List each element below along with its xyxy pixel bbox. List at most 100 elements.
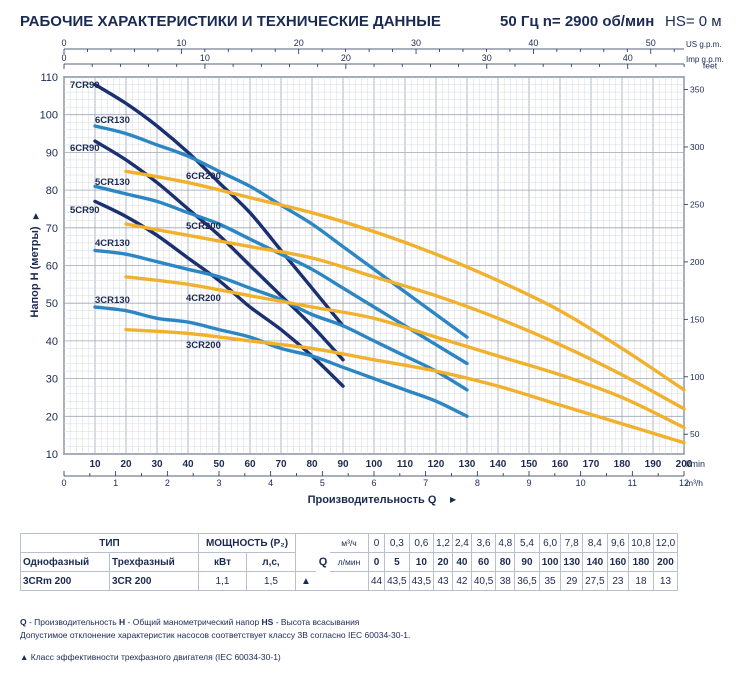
y-tick-label: 20: [46, 411, 58, 423]
x-lpm-tick-label: 200: [676, 459, 693, 470]
x-lpm-tick-label: 120: [428, 459, 445, 470]
m3h-tick-label: 2: [165, 478, 170, 488]
m3h-unit-label: m³/h: [686, 478, 703, 488]
x-lpm-tick-label: 30: [151, 459, 163, 470]
note-q-symbol: Q: [20, 617, 27, 627]
feet-tick-label: 50: [690, 429, 700, 439]
y-tick-label: 70: [46, 223, 58, 235]
usgpm-tick-label: 30: [411, 38, 421, 48]
y-tick-label: 110: [40, 72, 58, 84]
power-hp: 1,5: [245, 571, 297, 591]
series-label-5cr90: 5CR90: [70, 205, 100, 216]
m3h-value: 8,4: [582, 533, 608, 553]
usgpm-tick-label: 10: [176, 38, 186, 48]
x-lpm-tick-label: 10: [89, 459, 101, 470]
m3h-value: 7,8: [560, 533, 584, 553]
m3h-tick-label: 9: [526, 478, 531, 488]
performance-table: ТИП МОЩНОСТЬ (P₂) Q м³/ч 0 0,3 0,6 1,2 2…: [20, 533, 679, 591]
usgpm-tick-label: 0: [61, 38, 66, 48]
pump-curve-chart: 1020304050607080901001105010015020025030…: [29, 38, 724, 506]
impgpm-tick-label: 0: [61, 53, 66, 63]
series-curve-4cr200: [124, 275, 686, 430]
m3h-value: 0,3: [384, 533, 410, 553]
single-phase-header: Однофазный: [20, 552, 110, 572]
m3h-tick-label: 3: [216, 478, 221, 488]
x-axis-arrow-icon: ▶: [450, 495, 457, 504]
head-value: 27,5: [582, 571, 608, 591]
m3h-value: 10,8: [628, 533, 654, 553]
feet-tick-label: 300: [690, 142, 704, 152]
table-row: 3CRm 200 3CR 200 1,1 1,5 ▲ 44 43,5 43,5 …: [20, 571, 679, 591]
impgpm-tick-label: 20: [341, 53, 351, 63]
series-label-5cr200: 5CR200: [186, 221, 221, 232]
x-lpm-tick-label: 20: [120, 459, 132, 470]
m3h-tick-label: 10: [576, 478, 586, 488]
series-label-4cr130: 4CR130: [95, 238, 130, 249]
m3h-value: 0: [367, 533, 386, 553]
series-label-6cr130: 6CR130: [95, 115, 130, 126]
lmin-value: 60: [470, 552, 497, 572]
feet-tick-label: 200: [690, 257, 704, 267]
frequency-speed-label: 50 Гц n= 2900 об/мин: [500, 13, 655, 30]
impgpm-tick-label: 40: [623, 53, 633, 63]
head-value: 43,5: [408, 571, 435, 591]
performance-table-wrapper: ТИП МОЩНОСТЬ (P₂) Q м³/ч 0 0,3 0,6 1,2 2…: [20, 533, 679, 591]
x-lpm-tick-label: 170: [583, 459, 600, 470]
chart-axes: 1020304050607080901001105010015020025030…: [40, 38, 724, 488]
usgpm-unit-label: US g.p.m.: [686, 40, 722, 49]
usgpm-tick-label: 20: [294, 38, 304, 48]
x-lpm-tick-label: 40: [182, 459, 194, 470]
head-unit-cell: [330, 571, 369, 591]
m3h-value: 3,6: [470, 533, 497, 553]
lmin-value: 80: [495, 552, 516, 572]
power-header: МОЩНОСТЬ (P₂): [198, 533, 296, 553]
page-title: РАБОЧИЕ ХАРАКТЕРИСТИКИ И ТЕХНИЧЕСКИЕ ДАН…: [20, 13, 441, 30]
chart-series-labels: 7CR90 6CR90 5CR90 6CR130 5CR130 4CR130 3CR130 6…: [70, 80, 221, 351]
series-label-4cr200: 4CR200: [186, 293, 221, 304]
m3h-value: 2,4: [451, 533, 472, 553]
y-tick-label: 30: [46, 374, 58, 386]
series-label-3cr130: 3CR130: [95, 295, 130, 306]
feet-tick-label: 350: [690, 85, 704, 95]
lmin-value: 180: [628, 552, 654, 572]
m3h-value: 5,4: [514, 533, 540, 553]
note-h-symbol: H: [119, 617, 126, 627]
head-value: 13: [652, 571, 679, 591]
impgpm-tick-label: 10: [200, 53, 210, 63]
series-label-6cr90: 6CR90: [70, 143, 100, 154]
lmin-value: 130: [560, 552, 584, 572]
tolerance-note: Допустимое отклонение характеристик насо…: [20, 630, 411, 640]
lmin-value: 20: [433, 552, 453, 572]
series-label-6cr200: 6CR200: [186, 171, 221, 182]
head-value: 23: [606, 571, 630, 591]
three-phase-header: Трехфазный: [109, 552, 199, 572]
series-curve-7cr90: [93, 82, 345, 328]
m3h-tick-label: 5: [320, 478, 325, 488]
head-value: 42: [451, 571, 472, 591]
m3h-value: 12,0: [652, 533, 679, 553]
suction-height-label: HS= 0 м: [665, 13, 722, 30]
note-q-text: - Производительность: [26, 617, 120, 627]
feet-unit-label: feet: [703, 61, 718, 71]
x-lpm-tick-label: 150: [521, 459, 538, 470]
x-lpm-tick-label: 140: [490, 459, 507, 470]
head-value: 18: [628, 571, 654, 591]
m3h-value: 9,6: [606, 533, 630, 553]
y-tick-label: 80: [46, 185, 58, 197]
y-tick-label: 100: [40, 110, 58, 122]
q-label: Q: [316, 533, 330, 591]
x-axis-label: Производительность Q: [308, 494, 437, 506]
power-kw: 1,1: [198, 571, 247, 591]
y-tick-label: 60: [46, 261, 58, 273]
x-lpm-tick-label: 90: [337, 459, 349, 470]
lmin-value: 5: [384, 552, 410, 572]
m3h-value: 0,6: [408, 533, 435, 553]
x-lpm-tick-label: 70: [275, 459, 287, 470]
m3h-tick-label: 11: [628, 478, 637, 488]
m3h-value: 1,2: [433, 533, 453, 553]
head-value: 29: [560, 571, 584, 591]
series-curve-3cr200: [124, 327, 686, 445]
x-lpm-tick-label: 100: [366, 459, 383, 470]
series-curve-6cr90: [93, 139, 345, 362]
feet-tick-label: 250: [690, 199, 704, 209]
